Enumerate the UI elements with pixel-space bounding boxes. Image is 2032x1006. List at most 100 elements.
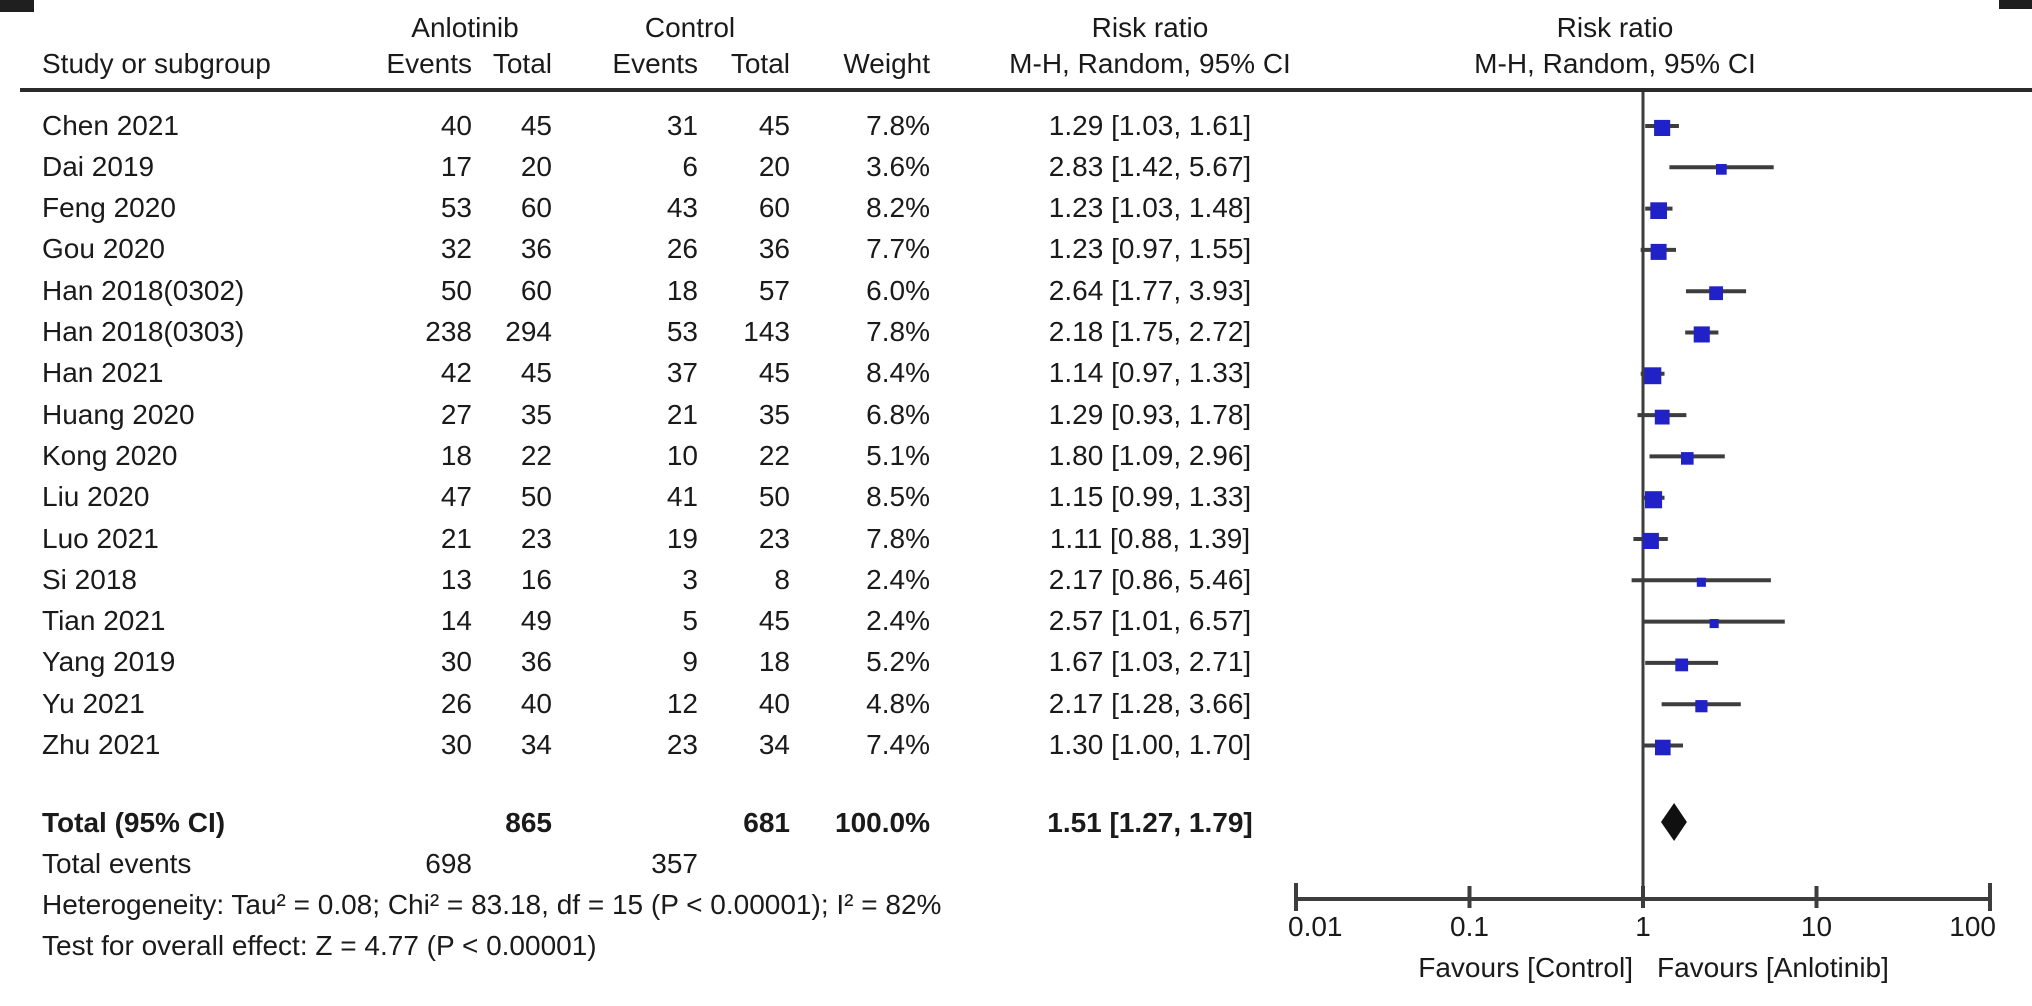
rr-ci-text: 1.30 [1.00, 1.70] xyxy=(1048,729,1252,760)
events-anlotinib: 30 xyxy=(440,729,472,760)
events-control: 41 xyxy=(666,481,698,513)
study-name: Liu 2020 xyxy=(42,481,150,513)
table-row: Chen 2021 40 45 31 45 7.8% 1.29 [1.03, 1.61] xyxy=(0,105,1300,146)
effect-square xyxy=(1654,119,1671,136)
study-name: Yu 2021 xyxy=(42,687,145,719)
total-anlotinib: 40 xyxy=(520,687,552,719)
events-control: 18 xyxy=(666,274,698,306)
total-control: 35 xyxy=(758,398,790,430)
study-name: Gou 2020 xyxy=(42,233,165,265)
weight: 7.8% xyxy=(866,316,930,347)
table-row: Luo 2021 21 23 19 23 7.8% 1.11 [0.88, 1.39] xyxy=(0,518,1300,559)
header-divider xyxy=(20,88,2032,92)
total-control: 40 xyxy=(758,687,790,719)
weight: 2.4% xyxy=(866,605,930,637)
group-header-anlotinib: Anlotinib xyxy=(411,12,519,43)
rr-ci-text: 2.83 [1.42, 5.67] xyxy=(1048,150,1252,182)
table-row: Tian 2021 14 49 5 45 2.4% 2.57 [1.01, 6.57] xyxy=(0,600,1300,641)
effect-square xyxy=(1709,619,1719,629)
weight: 8.2% xyxy=(866,192,930,224)
events-control: 9 xyxy=(682,646,698,678)
total-control: 50 xyxy=(758,481,790,513)
rr-ci-text: 1.67 [1.03, 2.71] xyxy=(1048,646,1252,678)
pooled-diamond xyxy=(1661,803,1687,841)
events-anlotinib: 50 xyxy=(440,274,472,306)
effect-header-title-left: Risk ratio xyxy=(1091,12,1209,43)
total-anlotinib: 16 xyxy=(520,563,552,595)
rr-ci-text: 1.23 [1.03, 1.48] xyxy=(1048,192,1252,224)
total-control: 36 xyxy=(758,233,790,265)
total-anlotinib: 35 xyxy=(520,398,552,430)
scan-artifact-right xyxy=(1999,0,2032,9)
total-anlotinib: 23 xyxy=(520,522,552,554)
rr-ci-text: 2.17 [1.28, 3.66] xyxy=(1048,687,1252,719)
total-events-label: Total events xyxy=(42,848,192,879)
axis-tick-label: 1 xyxy=(1635,911,1651,942)
weight: 7.8% xyxy=(866,522,930,554)
events-control: 31 xyxy=(666,109,698,141)
effect-square xyxy=(1675,658,1689,672)
events-control: 37 xyxy=(666,357,698,389)
weight: 6.0% xyxy=(866,274,930,306)
effect-header-title-right: Risk ratio xyxy=(1556,12,1674,43)
events-anlotinib: 26 xyxy=(440,687,472,719)
effect-header-subtitle-left: M-H, Random, 95% CI xyxy=(1009,48,1291,79)
rr-ci-text: 1.80 [1.09, 2.96] xyxy=(1048,439,1252,471)
events-control: 10 xyxy=(666,439,698,471)
events-anlotinib: 40 xyxy=(440,109,472,141)
total-anlotinib: 294 xyxy=(505,316,552,347)
study-name: Huang 2020 xyxy=(42,398,195,430)
total-control: 143 xyxy=(743,316,790,347)
total-control: 60 xyxy=(758,192,790,224)
events-anlotinib: 53 xyxy=(440,192,472,224)
total-anlotinib: 60 xyxy=(520,274,552,306)
total-events-control: 357 xyxy=(651,848,698,879)
rr-ci-text: 1.14 [0.97, 1.33] xyxy=(1048,357,1252,389)
total-control: 45 xyxy=(758,357,790,389)
weight: 6.8% xyxy=(866,398,930,430)
effect-square xyxy=(1681,452,1694,465)
rr-ci-text: 1.29 [1.03, 1.61] xyxy=(1048,109,1252,141)
study-name: Han 2021 xyxy=(42,357,164,389)
study-name: Dai 2019 xyxy=(42,150,155,182)
rr-ci-text: 2.64 [1.77, 3.93] xyxy=(1048,274,1252,306)
events-control: 5 xyxy=(682,605,698,637)
events-anlotinib: 30 xyxy=(440,646,472,678)
events-anlotinib: 42 xyxy=(440,357,472,389)
study-name: Kong 2020 xyxy=(42,439,178,471)
table-row: Han 2018(0302) 50 60 18 57 6.0% 2.64 [1.77, 3.… xyxy=(0,270,1300,311)
column-header-events-control: Events xyxy=(612,48,698,79)
effect-header-subtitle-right: M-H, Random, 95% CI xyxy=(1474,48,1756,79)
column-header-study: Study or subgroup xyxy=(42,48,271,79)
weight: 8.4% xyxy=(866,357,930,389)
table-row: Feng 2020 53 60 43 60 8.2% 1.23 [1.03, 1.48] xyxy=(0,187,1300,228)
effect-square xyxy=(1695,700,1708,713)
rr-ci-text: 1.23 [0.97, 1.55] xyxy=(1048,233,1252,265)
table-row: Liu 2020 47 50 41 50 8.5% 1.15 [0.99, 1.33] xyxy=(0,476,1300,517)
weight: 8.5% xyxy=(866,481,930,513)
events-anlotinib: 27 xyxy=(440,398,472,430)
table-row: Yang 2019 30 36 9 18 5.2% 1.67 [1.03, 2.71] xyxy=(0,641,1300,682)
scan-artifact-left xyxy=(0,0,34,12)
total-control: 45 xyxy=(758,109,790,141)
events-control: 26 xyxy=(666,233,698,265)
heterogeneity-stats: Heterogeneity: Tau² = 0.08; Chi² = 83.18… xyxy=(42,889,942,920)
total-anlotinib-n: 865 xyxy=(505,807,552,838)
weight: 5.1% xyxy=(866,439,930,471)
total-estimate: 1.51 [1.27, 1.79] xyxy=(1047,807,1253,838)
table-row: Kong 2020 18 22 10 22 5.1% 1.80 [1.09, 2.96] xyxy=(0,435,1300,476)
total-control: 20 xyxy=(758,150,790,182)
table-row: Han 2021 42 45 37 45 8.4% 1.14 [0.97, 1.33] xyxy=(0,352,1300,393)
study-name: Han 2018(0302) xyxy=(42,274,245,306)
events-anlotinib: 17 xyxy=(440,150,472,182)
rr-ci-text: 1.15 [0.99, 1.33] xyxy=(1048,481,1252,513)
events-control: 21 xyxy=(666,398,698,430)
axis-tick-label: 0.01 xyxy=(1288,911,1343,942)
rr-ci-text: 2.57 [1.01, 6.57] xyxy=(1048,605,1252,637)
total-events-anlotinib: 698 xyxy=(425,848,472,879)
study-name: Si 2018 xyxy=(42,563,137,595)
table-row: Si 2018 13 16 3 8 2.4% 2.17 [0.86, 5.46] xyxy=(0,559,1300,600)
weight: 7.8% xyxy=(866,109,930,141)
group-header-control: Control xyxy=(644,12,736,43)
events-control: 53 xyxy=(666,316,698,347)
